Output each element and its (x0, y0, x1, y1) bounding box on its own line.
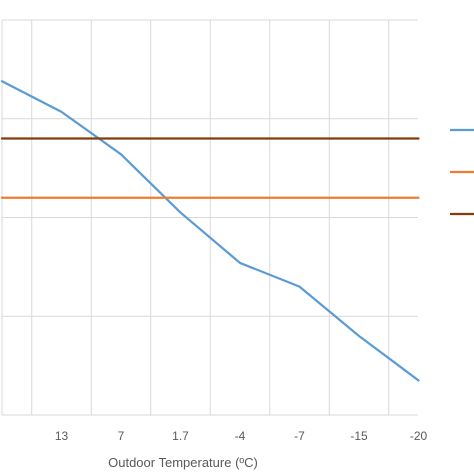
x-axis-title: Outdoor Temperature (ºC) (108, 455, 258, 470)
x-tick-label: 13 (55, 429, 69, 443)
x-tick-label: -7 (294, 429, 305, 443)
x-tick-label: -4 (235, 429, 246, 443)
gridlines (1, 19, 418, 416)
x-tick-label: 7 (118, 429, 125, 443)
x-tick-label: 1.7 (172, 429, 189, 443)
series-lines (0, 80, 420, 382)
x-tick-label: -15 (350, 429, 368, 443)
legend (450, 128, 474, 216)
x-tick-label: -20 (410, 429, 428, 443)
series-line-1 (0, 80, 420, 382)
x-axis-tick-labels: 13 7 1.7 -4 -7 -15 -20 (55, 429, 428, 443)
